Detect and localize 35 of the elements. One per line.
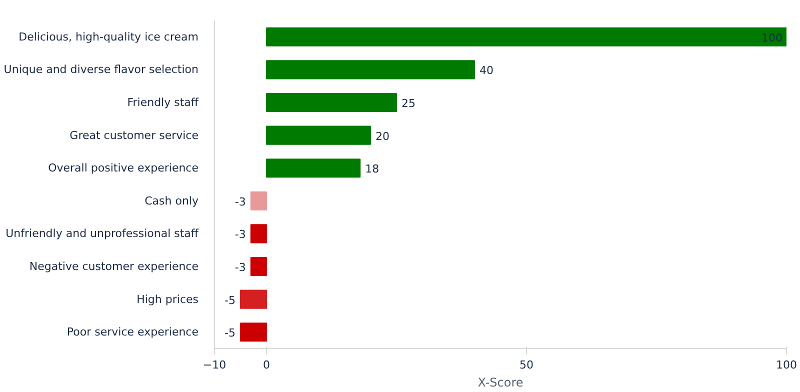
y-tick-label: Unique and diverse flavor selection: [4, 63, 199, 76]
bar: [266, 158, 361, 178]
x-tick-label: 50: [520, 358, 534, 372]
data-label: -3: [234, 228, 246, 242]
data-label: -5: [224, 326, 236, 340]
data-label: 100: [762, 31, 783, 44]
y-tick-label: Great customer service: [70, 128, 199, 142]
data-label: 18: [365, 162, 380, 176]
bar: [250, 224, 267, 244]
y-tick-label: Poor service experience: [66, 326, 199, 339]
data-label: -3: [234, 195, 246, 208]
bar: [266, 92, 397, 112]
y-tick-label: Overall positive experience: [48, 162, 199, 175]
x-tick-label: 0: [263, 358, 270, 372]
bar: [266, 126, 371, 145]
bar: [266, 27, 786, 46]
bar: [240, 290, 267, 309]
y-tick-label: Delicious, high-quality ice cream: [18, 30, 199, 44]
x-tick-label: 100: [776, 358, 797, 372]
y-tick-label: Negative customer experience: [29, 260, 199, 273]
x-tick-label: −10: [202, 358, 226, 372]
data-label: 20: [376, 130, 390, 143]
bar: [240, 322, 267, 342]
y-tick-label: High prices: [136, 292, 199, 306]
y-tick-label: Friendly staff: [127, 96, 199, 109]
bar: [250, 191, 267, 210]
data-label: 25: [402, 97, 416, 110]
data-label: -3: [234, 261, 246, 274]
x-axis-title: X-Score: [478, 376, 524, 390]
y-tick-label: Cash only: [144, 194, 199, 208]
bar: [250, 256, 267, 276]
y-tick-label: Unfriendly and unprofessional staff: [6, 227, 199, 240]
bar: [266, 60, 475, 80]
data-label: -5: [224, 294, 236, 307]
data-label: 40: [480, 64, 494, 78]
